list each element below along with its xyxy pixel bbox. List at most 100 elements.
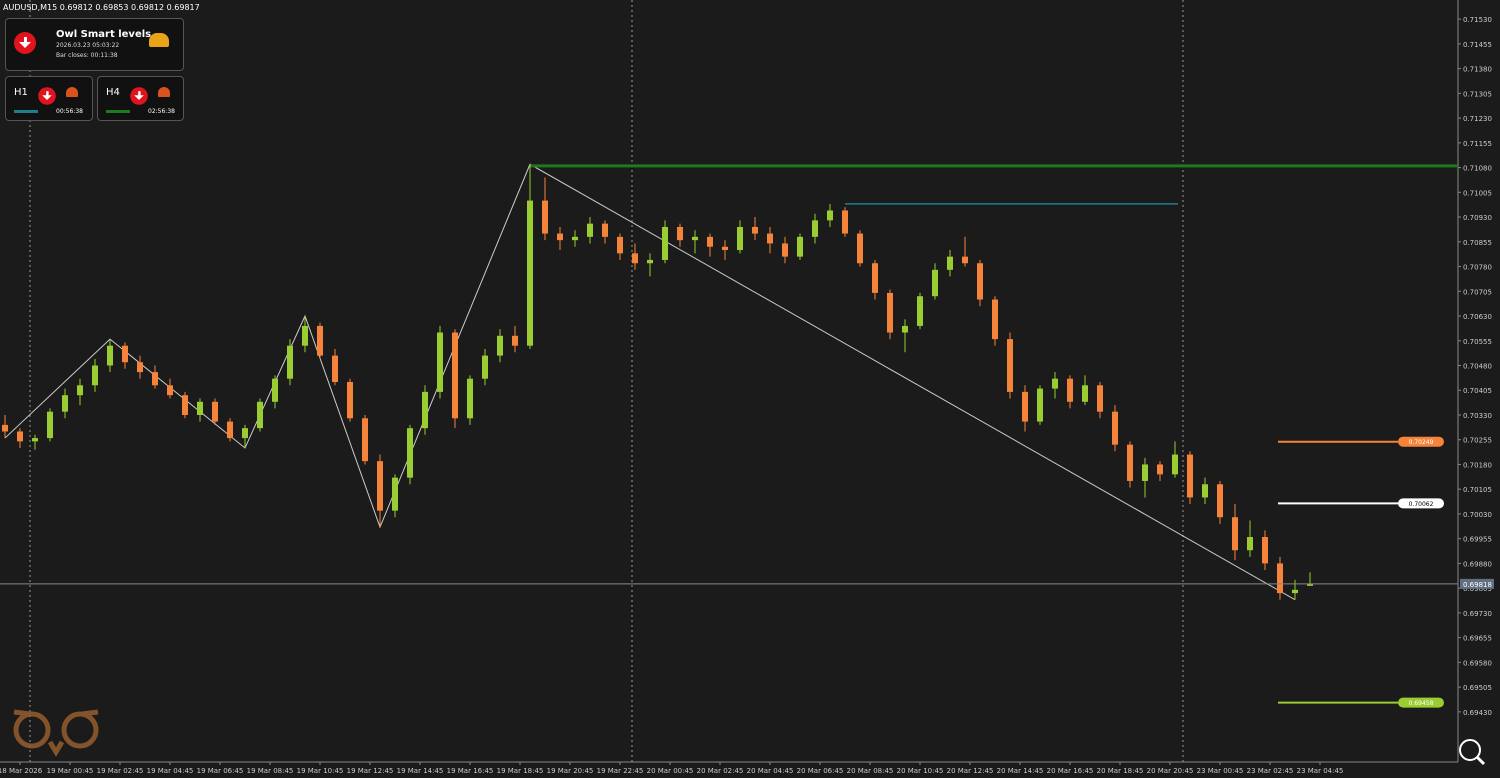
candle-body	[1052, 378, 1058, 389]
x-tick-label: 18 Mar 2026	[0, 767, 43, 775]
candle-body	[1097, 385, 1103, 412]
candle-body	[62, 395, 68, 412]
candle-body	[1277, 563, 1283, 594]
x-tick-label: 20 Mar 08:45	[847, 767, 894, 775]
candle-body	[332, 355, 338, 382]
candle-body	[422, 391, 428, 429]
y-tick-label: 0.69730	[1463, 610, 1492, 618]
y-tick-label: 0.70255	[1463, 437, 1492, 445]
y-tick-label: 0.70330	[1463, 412, 1492, 420]
candle-body	[2, 424, 8, 432]
candle-body	[992, 299, 998, 340]
x-tick-label: 23 Mar 02:45	[1247, 767, 1294, 775]
y-tick-label: 0.71530	[1463, 16, 1492, 24]
y-tick-label: 0.70930	[1463, 214, 1492, 222]
y-tick-label: 0.70105	[1463, 486, 1492, 494]
x-tick-label: 19 Mar 22:45	[597, 767, 644, 775]
level-label: 0.70249	[1409, 439, 1434, 446]
candle-body	[1247, 537, 1253, 551]
y-tick-label: 0.71305	[1463, 90, 1492, 98]
candle-body	[647, 259, 653, 264]
candle-body	[557, 233, 563, 241]
panel-title: Owl Smart levels	[56, 29, 152, 40]
tile-tf: H4	[106, 87, 120, 98]
candle-body	[617, 236, 623, 254]
down-arrow-icon	[130, 87, 148, 105]
candle-body	[1022, 391, 1028, 422]
candle-body	[782, 243, 788, 257]
progress-bar	[14, 110, 38, 113]
panel-datetime: 2026.03.23 05:03:22	[56, 42, 120, 49]
candle-body	[122, 345, 128, 363]
candle-body	[812, 220, 818, 237]
candle-body	[17, 431, 23, 442]
candle-body	[1232, 517, 1238, 551]
candle-body	[182, 395, 188, 415]
y-tick-label: 0.71380	[1463, 66, 1492, 74]
candle-body	[707, 236, 713, 247]
x-tick-label: 20 Mar 10:45	[897, 767, 944, 775]
candle-body	[107, 345, 113, 366]
alarm-icon	[158, 87, 170, 97]
candle-body	[257, 401, 263, 429]
candle-body	[1187, 454, 1193, 498]
candle-body	[302, 325, 308, 346]
candle-body	[632, 253, 638, 264]
candle-body	[1292, 589, 1298, 594]
candle-body	[917, 296, 923, 326]
candle-body	[1202, 484, 1208, 498]
candle-body	[212, 401, 218, 422]
y-tick-label: 0.69430	[1463, 709, 1492, 717]
candle-body	[347, 381, 353, 419]
candle-body	[797, 236, 803, 257]
tile-timer: 02:56:38	[148, 108, 175, 115]
level-tag	[1398, 498, 1444, 509]
candle-body	[587, 223, 593, 237]
candle-body	[662, 226, 668, 260]
y-tick-label: 0.69805	[1463, 585, 1492, 593]
x-tick-label: 20 Mar 20:45	[1147, 767, 1194, 775]
candle-body	[842, 210, 848, 234]
candle-body	[512, 335, 518, 346]
y-tick-label: 0.70705	[1463, 288, 1492, 296]
plot-area	[0, 0, 1458, 762]
h4-tile: H4 02:56:38	[97, 76, 184, 121]
x-tick-label: 20 Mar 02:45	[697, 767, 744, 775]
candle-body	[1127, 444, 1133, 481]
candle-body	[437, 332, 443, 392]
symbol-line: AUDUSD,M15 0.69812 0.69853 0.69812 0.698…	[3, 3, 200, 12]
candle-body	[272, 378, 278, 402]
zoom-button[interactable]	[1459, 739, 1486, 766]
bar-closes: Bar closes: 00:11:38	[56, 52, 118, 59]
tile-timer: 00:56:38	[56, 108, 83, 115]
candle-body	[977, 263, 983, 300]
level-label: 0.69458	[1409, 700, 1434, 707]
tile-tf: H1	[14, 87, 28, 98]
candle-body	[872, 263, 878, 293]
candle-body	[1142, 464, 1148, 481]
x-tick-label: 19 Mar 06:45	[197, 767, 244, 775]
candle-body	[902, 325, 908, 333]
current-price-tag	[1460, 578, 1494, 589]
x-tick-label: 20 Mar 14:45	[997, 767, 1044, 775]
candle-body	[392, 477, 398, 511]
x-tick-label: 20 Mar 16:45	[1047, 767, 1094, 775]
y-tick-label: 0.69505	[1463, 684, 1492, 692]
candle-body	[1157, 464, 1163, 475]
y-tick-label: 0.70180	[1463, 461, 1492, 469]
candle-body	[377, 461, 383, 511]
candle-body	[497, 335, 503, 356]
y-tick-label: 0.70480	[1463, 362, 1492, 370]
candle-body	[242, 428, 248, 439]
x-tick-label: 20 Mar 18:45	[1097, 767, 1144, 775]
x-tick-label: 19 Mar 04:45	[147, 767, 194, 775]
down-arrow-icon	[14, 32, 36, 54]
x-tick-label: 19 Mar 14:45	[397, 767, 444, 775]
candle-body	[1217, 484, 1223, 518]
x-tick-label: 23 Mar 00:45	[1197, 767, 1244, 775]
level-label: 0.70062	[1409, 501, 1434, 508]
alarm-icon	[149, 33, 169, 47]
candle-body	[962, 256, 968, 264]
